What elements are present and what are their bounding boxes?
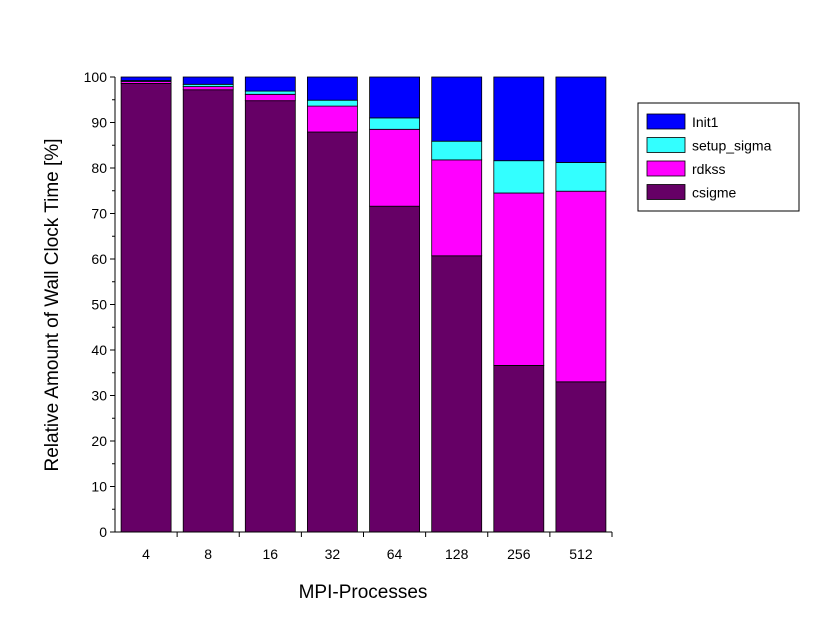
bar-rdkss-16	[244, 93, 296, 102]
bar-Init1-256	[493, 76, 545, 162]
bar-setup_sigma-256	[493, 160, 545, 194]
legend-swatch-setup_sigma	[646, 137, 686, 153]
bar-csigme-4	[120, 83, 172, 533]
bar-Init1-32	[306, 76, 358, 101]
bar-rdkss-256	[493, 192, 545, 366]
bar-setup_sigma-16	[244, 90, 296, 95]
y-tick-label: 20	[91, 433, 107, 449]
y-tick-label: 100	[84, 69, 108, 85]
legend-label-rdkss: rdkss	[692, 161, 725, 177]
bar-rdkss-32	[306, 105, 358, 133]
bar-rdkss-128	[431, 159, 483, 257]
bar-setup_sigma-512	[555, 162, 607, 192]
bar-rdkss-512	[555, 190, 607, 383]
x-ticks: 4 8 16 32 64 128 256 512	[142, 532, 613, 562]
x-tick-label: 128	[445, 546, 469, 562]
y-tick-label: 50	[91, 297, 107, 313]
bar-setup_sigma-32	[306, 99, 358, 107]
y-tick-label: 0	[99, 524, 107, 540]
y-tick-label: 60	[91, 251, 107, 267]
bar-Init1-8	[182, 76, 234, 85]
bar-csigme-16	[244, 100, 296, 533]
legend-label-Init1: Init1	[692, 114, 719, 130]
bar-Init1-128	[431, 76, 483, 142]
bar-csigme-256	[493, 365, 545, 533]
y-ticks: 0 10 20 30 40 50 60 70 80 90 100	[84, 69, 115, 540]
x-tick-label: 8	[204, 546, 212, 562]
y-tick-label: 40	[91, 342, 107, 358]
x-tick-label: 64	[387, 546, 403, 562]
y-axis-title: Relative Amount of Wall Clock Time [%]	[42, 139, 63, 472]
y-tick-label: 80	[91, 160, 107, 176]
x-tick-label: 32	[325, 546, 341, 562]
y-tick-label: 10	[91, 479, 107, 495]
legend-swatch-csigme	[646, 184, 686, 200]
x-axis-title: MPI-Processes	[299, 582, 428, 603]
bar-setup_sigma-64	[369, 117, 421, 130]
legend-label-csigme: csigme	[692, 185, 737, 201]
bar-csigme-512	[555, 381, 607, 533]
bar-Init1-16	[244, 76, 296, 92]
y-tick-label: 70	[91, 206, 107, 222]
x-tick-label: 16	[263, 546, 279, 562]
y-tick-label: 90	[91, 115, 107, 131]
bar-rdkss-64	[369, 128, 421, 207]
x-tick-label: 512	[569, 546, 593, 562]
bar-rdkss-8	[182, 86, 234, 91]
bar-csigme-32	[306, 131, 358, 533]
bar-Init1-4	[120, 76, 172, 81]
y-tick-label: 30	[91, 388, 107, 404]
x-tick-label: 256	[507, 546, 531, 562]
bar-csigme-128	[431, 255, 483, 533]
bar-Init1-64	[369, 76, 421, 119]
bar-csigme-64	[369, 205, 421, 533]
legend-label-setup_sigma: setup_sigma	[692, 138, 772, 154]
bars	[120, 76, 607, 533]
bar-csigme-8	[182, 89, 234, 533]
bar-setup_sigma-128	[431, 140, 483, 161]
x-tick-label: 4	[142, 546, 150, 562]
legend-swatch-rdkss	[646, 160, 686, 177]
bar-Init1-512	[555, 76, 607, 163]
legend-swatch-Init1	[646, 113, 686, 130]
